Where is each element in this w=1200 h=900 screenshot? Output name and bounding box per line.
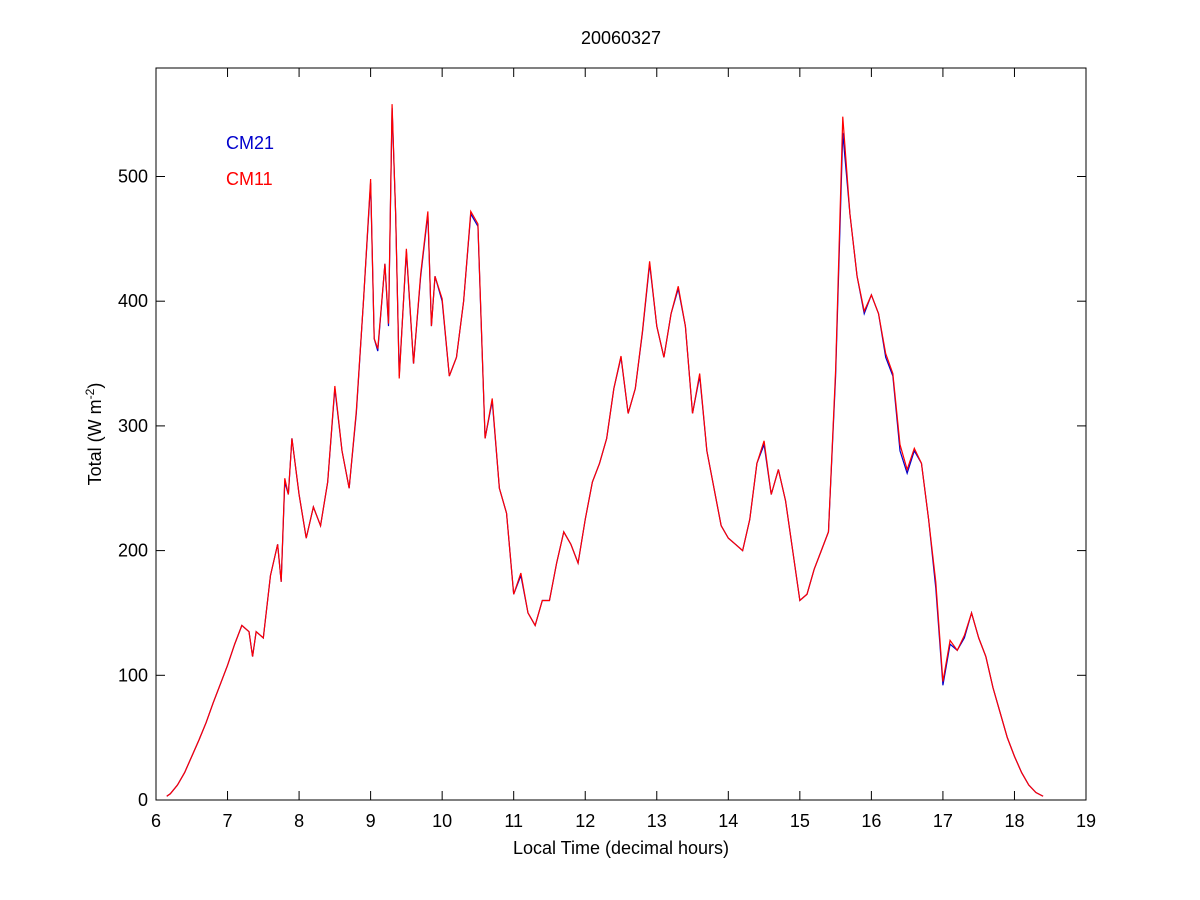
x-tick-label: 7 <box>223 811 233 831</box>
plot-area <box>156 68 1086 800</box>
data-line <box>166 104 1044 797</box>
chart-title: 20060327 <box>581 28 661 48</box>
x-tick-label: 19 <box>1076 811 1096 831</box>
x-tick-label: 13 <box>647 811 667 831</box>
x-tick-label: 6 <box>151 811 161 831</box>
y-tick-label: 400 <box>118 291 148 311</box>
x-tick-label: 11 <box>504 811 523 831</box>
y-tick-label: 100 <box>118 665 148 685</box>
x-tick-label: 14 <box>718 811 738 831</box>
x-tick-label: 17 <box>933 811 953 831</box>
x-tick-label: 18 <box>1004 811 1024 831</box>
y-axis-label-superscript: -2 <box>83 388 97 399</box>
y-axis-label-text: Total (W m <box>85 399 105 485</box>
plot-frame <box>155 67 1087 801</box>
y-axis-label-text: ) <box>85 383 105 389</box>
legend-label: CM21 <box>226 133 274 153</box>
x-tick-label: 8 <box>294 811 304 831</box>
y-tick-label: 200 <box>118 541 148 561</box>
x-axis-label: Local Time (decimal hours) <box>513 838 729 858</box>
legend-label: CM11 <box>226 169 273 189</box>
x-tick-label: 12 <box>575 811 595 831</box>
x-tick-label: 10 <box>432 811 452 831</box>
y-tick-label: 500 <box>118 166 148 186</box>
y-tick-label: 300 <box>118 416 148 436</box>
x-tick-label: 15 <box>790 811 810 831</box>
x-tick-label: 16 <box>861 811 881 831</box>
y-tick-label: 0 <box>138 790 148 810</box>
x-tick-label: 9 <box>366 811 376 831</box>
y-axis-label: Total (W m-2) <box>83 383 105 486</box>
